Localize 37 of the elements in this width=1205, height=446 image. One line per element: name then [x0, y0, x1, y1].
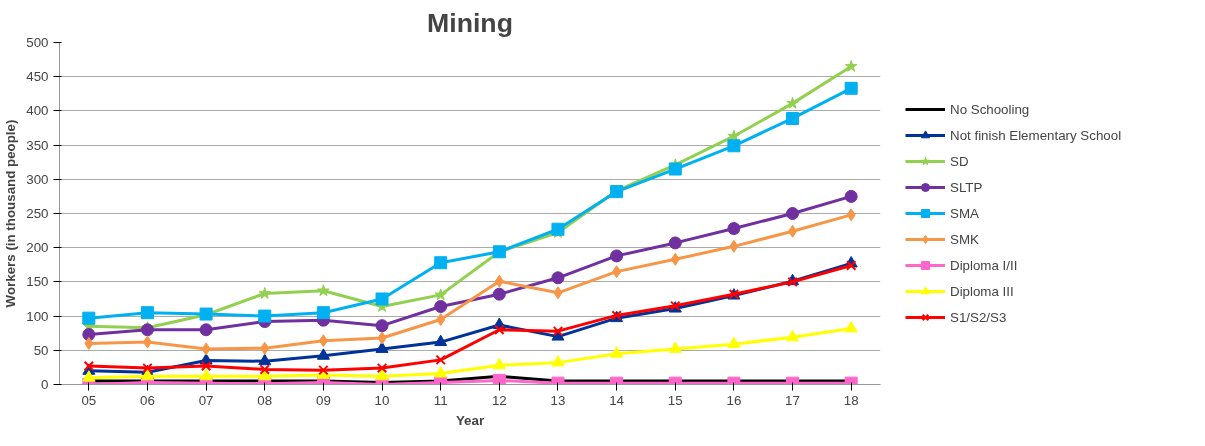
y-tick-label: 400 [26, 103, 49, 119]
y-tick-label: 300 [26, 171, 49, 187]
legend-label: No Schooling [950, 101, 1030, 117]
legend-label: S1/S2/S3 [950, 309, 1007, 325]
y-tick-label: 50 [33, 342, 49, 358]
legend-label: SLTP [950, 179, 983, 195]
chart-title: Mining [427, 7, 513, 38]
x-tick-label: 16 [726, 392, 742, 408]
x-tick-label: 18 [843, 392, 859, 408]
x-tick-label: 17 [785, 392, 800, 408]
x-tick-label: 14 [609, 392, 625, 408]
x-tick-label: 06 [140, 392, 155, 408]
x-tick-label: 07 [198, 392, 214, 408]
legend-label: Diploma III [950, 283, 1014, 299]
y-tick-label: 0 [41, 377, 49, 392]
x-tick-label: 08 [257, 392, 273, 408]
x-tick-label: 05 [81, 392, 97, 408]
x-tick-label: 10 [374, 392, 390, 408]
y-axis-title: Workers (in thousand people) [3, 119, 19, 308]
y-tick-label: 100 [26, 308, 49, 324]
y-tick-label: 200 [26, 240, 49, 256]
y-tick-label: 150 [26, 274, 49, 290]
y-tick-label: 350 [26, 137, 49, 153]
y-tick-label: 250 [26, 206, 49, 221]
legend-label: Diploma I/II [950, 257, 1018, 273]
legend-label: Not finish Elementary School [950, 127, 1122, 143]
x-tick-label: 13 [550, 392, 566, 408]
x-tick-label: 15 [667, 392, 683, 408]
x-tick-label: 11 [433, 392, 448, 408]
x-tick-label: 09 [315, 392, 331, 408]
x-tick-label: 12 [491, 392, 507, 408]
x-axis-title: Year [455, 412, 485, 428]
legend-label: SMA [950, 205, 979, 221]
y-tick-label: 500 [26, 35, 49, 50]
y-tick-label: 450 [26, 69, 49, 85]
legend-label: SMK [950, 231, 979, 247]
legend-label: SD [950, 153, 970, 169]
